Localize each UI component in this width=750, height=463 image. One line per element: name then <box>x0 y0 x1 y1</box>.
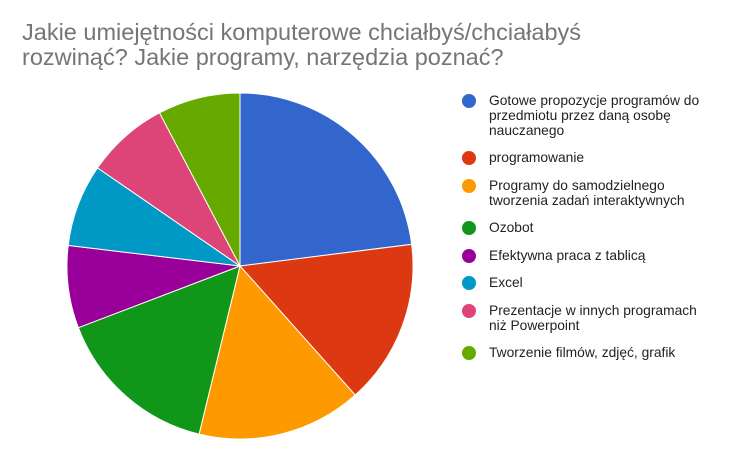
legend-swatch-0 <box>462 94 476 108</box>
legend-label-1: programowanie <box>489 150 744 165</box>
legend-label-6: Prezentacje w innych programach niż Power… <box>489 303 744 333</box>
legend-label-2-line-0: Programy do samodzielnego <box>489 178 665 193</box>
legend-label-0: Gotowe propozycje programów do przedmiotu… <box>489 93 744 138</box>
pie-slice-7 <box>158 92 241 267</box>
legend-label-4-line-0: Efektywna praca z tablicą <box>489 248 646 263</box>
chart-title-line-1: Jakie umiejętności komputerowe chciałbyś… <box>22 19 582 45</box>
legend-swatch-3 <box>462 221 476 235</box>
legend-label-2: Programy do samodzielnego tworzenia zadań… <box>489 178 744 208</box>
legend-label-2-line-1: tworzenia zadań interaktywnych <box>489 193 685 208</box>
chart-legend: Gotowe propozycje programów do przedmiotu… <box>462 0 747 463</box>
pie-slice-3 <box>77 265 241 435</box>
legend-label-0-line-1: przedmiotu przez daną osobę <box>489 108 671 123</box>
pie-slice-2 <box>198 264 356 440</box>
legend-swatch-4 <box>462 249 476 263</box>
legend-label-4: Efektywna praca z tablicą <box>489 248 744 263</box>
legend-label-0-line-0: Gotowe propozycje programów do <box>489 93 700 108</box>
chart-title-line-2: rozwinąć? Jakie programy, narzędzia pozn… <box>22 44 504 70</box>
legend-label-1-line-0: programowanie <box>489 150 585 165</box>
legend-swatch-6 <box>462 304 476 318</box>
legend-label-7-line-0: Tworzenie filmów, zdjęć, grafik <box>489 345 676 360</box>
legend-label-3: Ozobot <box>489 220 744 235</box>
legend-label-3-line-0: Ozobot <box>489 220 534 235</box>
pie-slice-1 <box>238 243 414 396</box>
legend-swatch-5 <box>462 276 476 290</box>
legend-label-6-line-1: niż Powerpoint <box>489 318 580 333</box>
legend-label-5: Excel <box>489 275 744 290</box>
legend-label-0-line-2: nauczanego <box>489 123 565 138</box>
legend-swatch-1 <box>462 151 476 165</box>
legend-label-5-line-0: Excel <box>489 275 523 290</box>
legend-swatch-7 <box>462 346 476 360</box>
legend-label-7: Tworzenie filmów, zdjęć, grafik <box>489 345 744 360</box>
pie-slice-0 <box>239 92 413 267</box>
chart-title: Jakie umiejętności komputerowe chciałbyś… <box>22 20 722 70</box>
legend-label-6-line-0: Prezentacje w innych programach <box>489 303 697 318</box>
legend-swatch-2 <box>462 179 476 193</box>
